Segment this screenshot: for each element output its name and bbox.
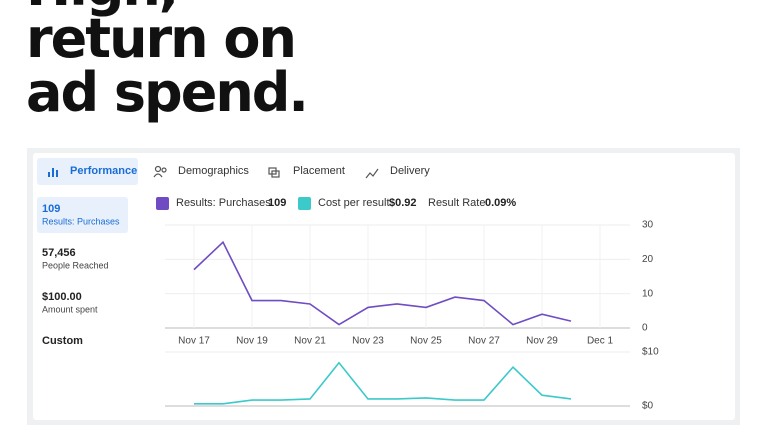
metric-value[interactable]: 109 xyxy=(42,203,60,215)
legend-value: 109 xyxy=(268,197,286,209)
legend-label: Result Rate xyxy=(428,197,485,209)
metric-label: Results: Purchases xyxy=(42,216,120,226)
y-tick-label: 20 xyxy=(642,254,654,265)
metric-label: Amount spent xyxy=(42,304,98,314)
tab[interactable]: Delivery xyxy=(390,165,430,177)
y-tick-label: 30 xyxy=(642,220,654,231)
legend-label: Results: Purchases xyxy=(176,197,271,209)
tab-icon xyxy=(365,168,379,179)
legend-swatch xyxy=(298,197,311,210)
y-tick-label: $0 xyxy=(642,401,654,412)
x-tick-label: Nov 21 xyxy=(294,336,326,347)
line-series xyxy=(193,240,572,326)
tab[interactable]: Placement xyxy=(293,165,345,177)
x-tick-label: Nov 19 xyxy=(236,336,268,347)
tab[interactable]: Performance xyxy=(70,165,137,177)
metric-value[interactable]: 57,456 xyxy=(42,247,76,259)
x-tick-label: Nov 29 xyxy=(526,336,558,347)
legend-label: Cost per result xyxy=(318,197,390,209)
tab-icon xyxy=(153,165,167,178)
legend-value: 0.09% xyxy=(485,197,516,209)
metric-active-bg xyxy=(37,197,128,233)
y-tick-label: 10 xyxy=(642,288,654,299)
x-tick-label: Nov 17 xyxy=(178,336,210,347)
y-tick-label: 0 xyxy=(642,323,648,334)
x-tick-label: Nov 27 xyxy=(468,336,500,347)
y-tick-label: $10 xyxy=(642,347,659,358)
tab-icon xyxy=(48,168,58,177)
headline: return on xyxy=(26,7,297,70)
tab-active-bg xyxy=(37,158,138,185)
x-tick-label: Nov 25 xyxy=(410,336,442,347)
legend-swatch xyxy=(156,197,169,210)
x-tick-label: Nov 23 xyxy=(352,336,384,347)
custom-link[interactable]: Custom xyxy=(42,335,83,347)
metric-label: People Reached xyxy=(42,260,109,270)
headline: ad spend. xyxy=(26,61,309,124)
headline: High, xyxy=(26,0,179,14)
legend-value: $0.92 xyxy=(389,197,417,209)
line-series xyxy=(194,361,572,405)
metric-value[interactable]: $100.00 xyxy=(42,291,82,303)
tab-icon xyxy=(268,167,280,178)
panel xyxy=(33,153,735,420)
tab[interactable]: Demographics xyxy=(178,165,249,177)
x-tick-label: Dec 1 xyxy=(587,336,614,347)
